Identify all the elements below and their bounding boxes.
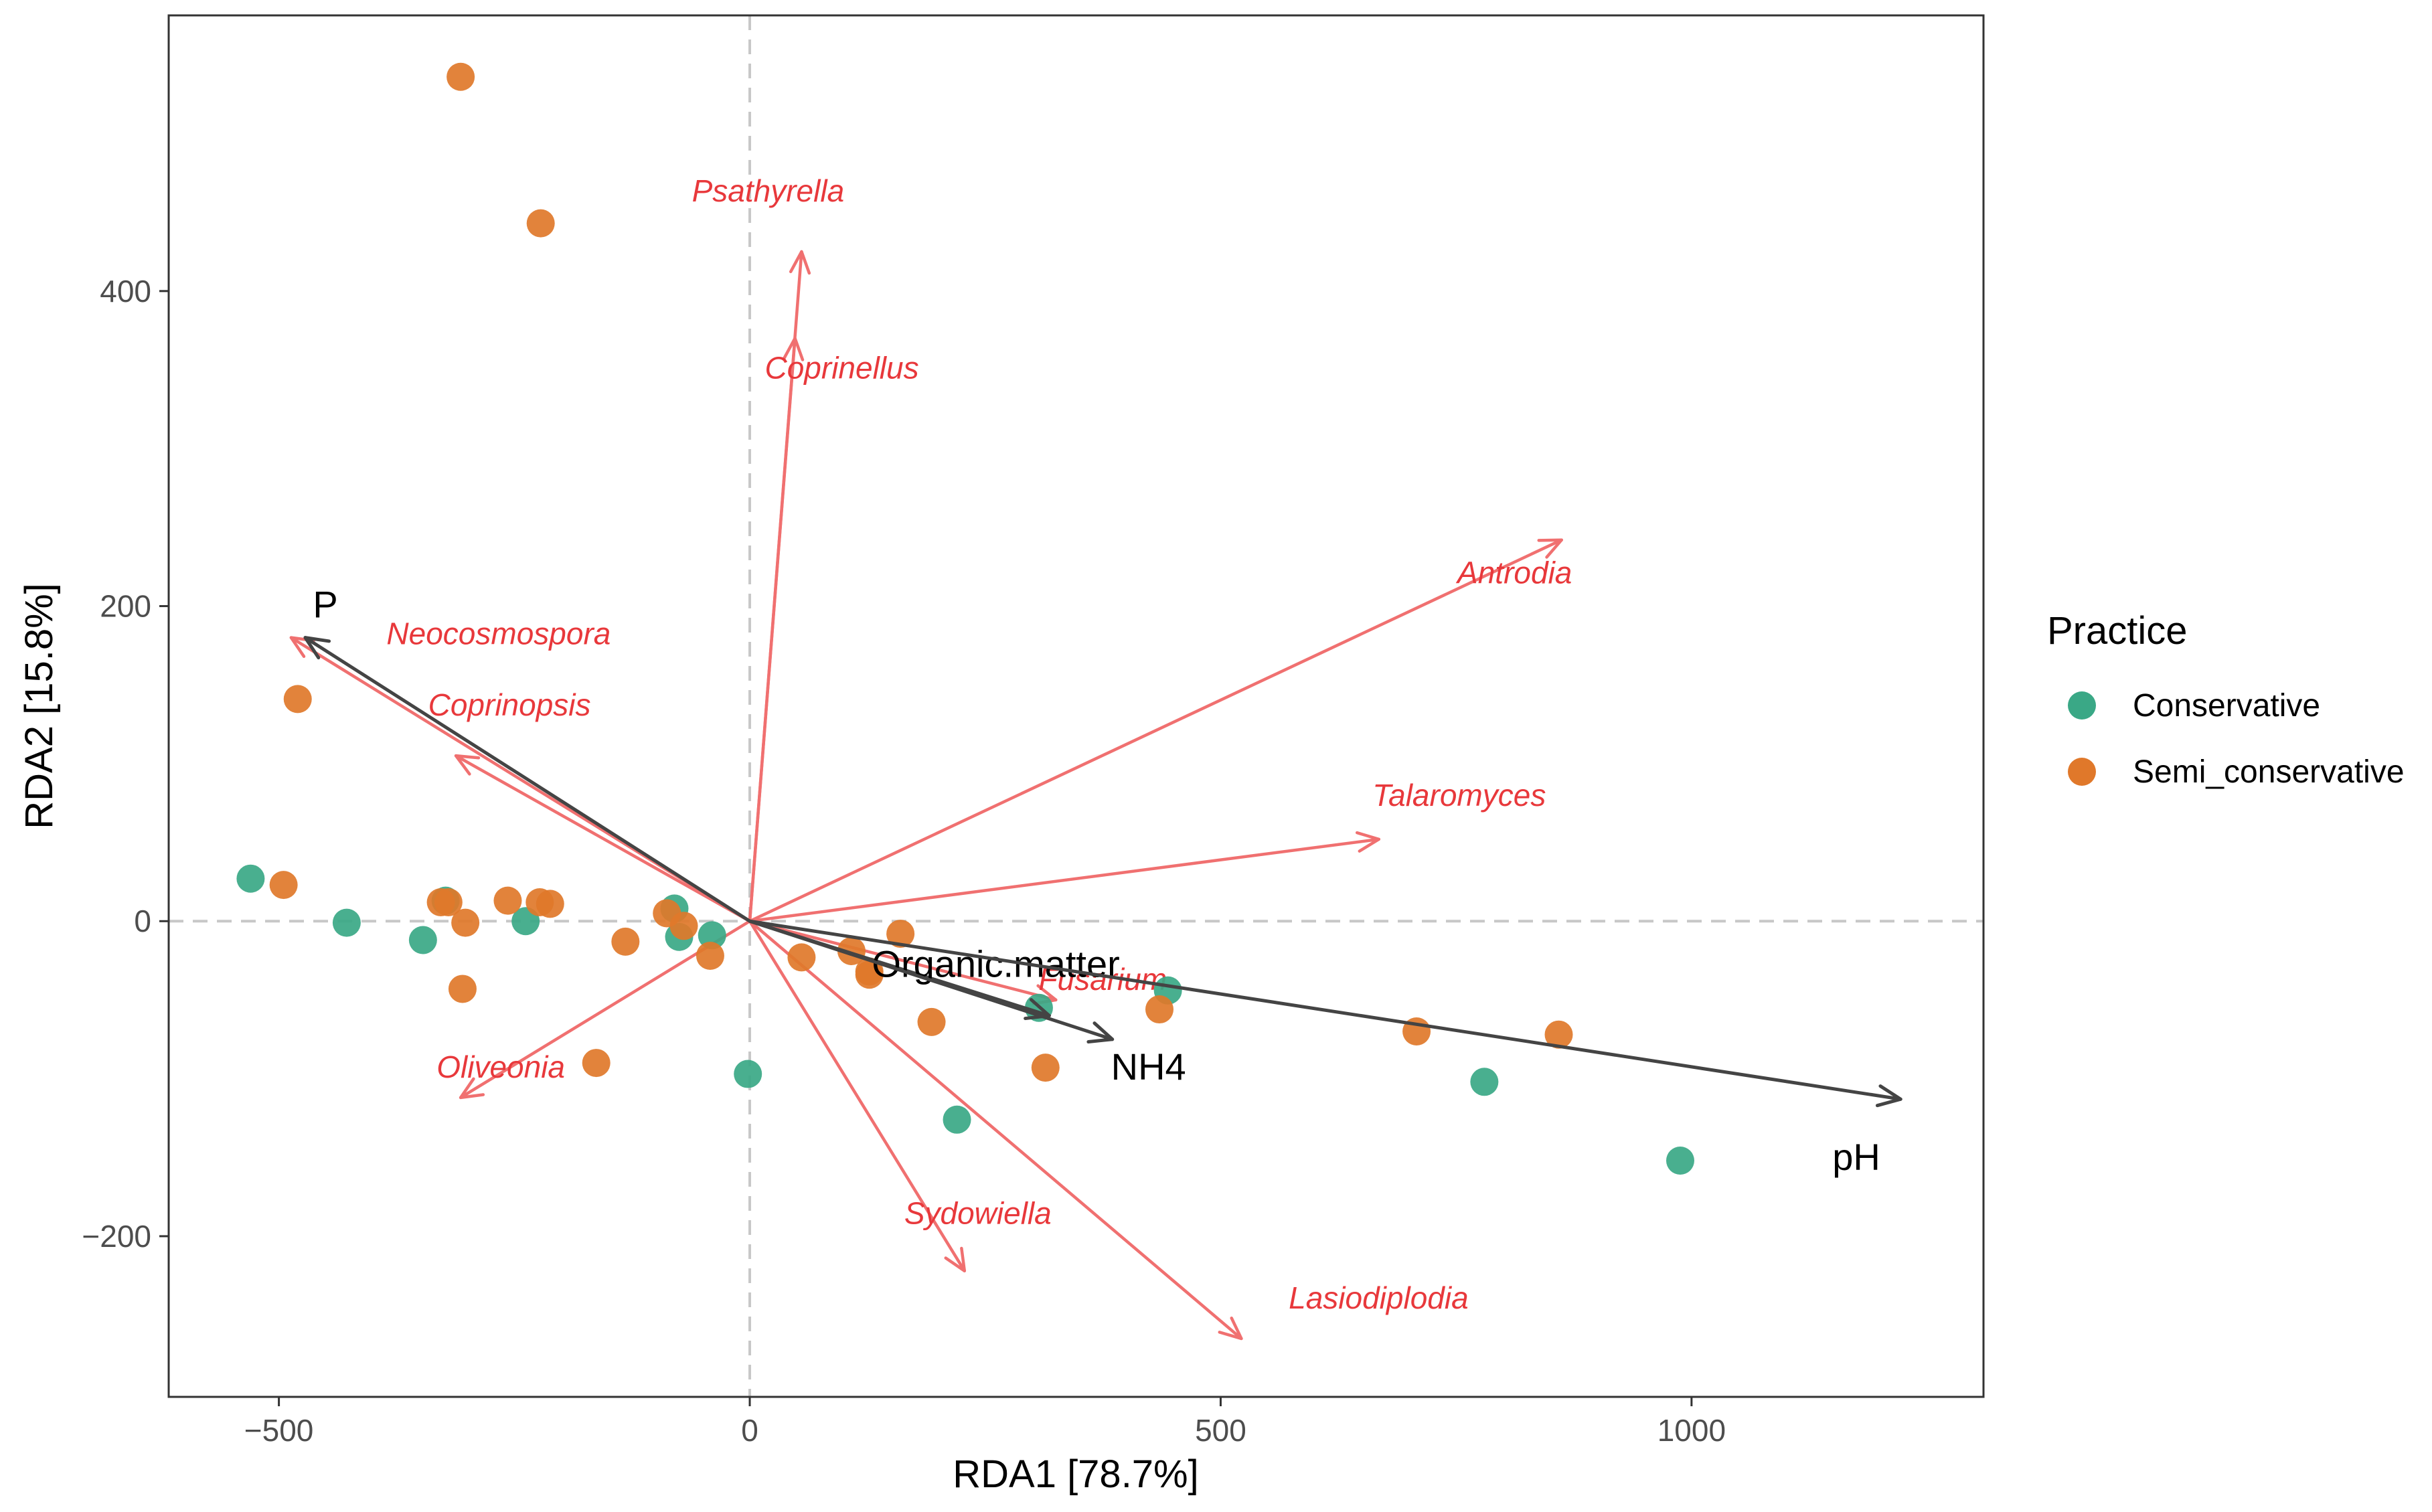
point-semi-conservative-7 bbox=[448, 975, 477, 1003]
point-conservative-12 bbox=[1470, 1068, 1499, 1096]
legend-label-semi-conservative: Semi_conservative bbox=[2133, 754, 2405, 790]
point-semi-conservative-1 bbox=[526, 209, 555, 238]
point-semi-conservative-11 bbox=[582, 1049, 611, 1078]
species-vector-psathyrella-head bbox=[789, 250, 811, 275]
species-vector-talaromyces-shaft bbox=[748, 837, 1381, 923]
environment-vector-ph-label: pH bbox=[1832, 1136, 1880, 1178]
environment-vector-organic-matter-head bbox=[1024, 998, 1051, 1021]
species-vector-antrodia-shaft bbox=[748, 538, 1563, 923]
species-vector-coprinopsis-shaft bbox=[454, 754, 752, 923]
x-tick-label-500: −500 bbox=[244, 1413, 314, 1448]
point-semi-conservative-12 bbox=[611, 927, 640, 956]
legend: Practice Conservative Semi_conservative bbox=[2047, 609, 2405, 790]
legend-key-semi-conservative bbox=[2068, 758, 2096, 786]
environment-vector-p-head bbox=[303, 636, 331, 660]
species-vector-sydowiella-shaft bbox=[748, 919, 967, 1272]
species-vector-antrodia bbox=[748, 538, 1563, 923]
species-vector-lasiodiplodia bbox=[748, 919, 1243, 1341]
environment-vector-ph-head bbox=[1875, 1084, 1902, 1108]
species-vector-coprinopsis bbox=[454, 754, 752, 923]
species-vector-talaromyces-label: Talaromyces bbox=[1372, 778, 1546, 813]
y-axis-title: RDA2 [15.8%] bbox=[17, 583, 61, 829]
species-vector-lasiodiplodia-shaft bbox=[748, 919, 1243, 1341]
x-tick-label-0: 0 bbox=[741, 1413, 758, 1448]
legend-title: Practice bbox=[2047, 609, 2188, 653]
environment-vector-nh4-label: NH4 bbox=[1111, 1045, 1186, 1088]
species-vector-coprinopsis-head bbox=[454, 754, 481, 776]
x-tick-label-1000: 1000 bbox=[1657, 1413, 1726, 1448]
species-vector-talaromyces-head bbox=[1355, 831, 1381, 853]
species-vector-talaromyces bbox=[748, 831, 1381, 923]
point-conservative-8 bbox=[734, 1060, 762, 1088]
environment-vector-nh4-head bbox=[1086, 1021, 1115, 1044]
species-vector-psathyrella-label: Psathyrella bbox=[692, 173, 845, 208]
species-vector-lasiodiplodia-head bbox=[1218, 1317, 1243, 1341]
species-vector-coprinellus-head bbox=[783, 337, 805, 361]
environment-vector-nh4-shaft bbox=[748, 919, 1115, 1041]
species-vector-coprinopsis-label: Coprinopsis bbox=[428, 687, 591, 722]
point-conservative-9 bbox=[943, 1105, 971, 1134]
species-vector-coprinellus-label: Coprinellus bbox=[764, 350, 918, 385]
species-vector-neocosmospora-label: Neocosmospora bbox=[386, 616, 611, 651]
species-vector-sydowiella bbox=[748, 919, 967, 1272]
species-vector-lasiodiplodia-label: Lasiodiplodia bbox=[1289, 1280, 1469, 1315]
species-vector-antrodia-label: Antrodia bbox=[1455, 556, 1572, 590]
environment-vector-nh4 bbox=[748, 919, 1115, 1044]
point-semi-conservative-6 bbox=[451, 908, 480, 937]
species-vector-oliveonia-head bbox=[459, 1077, 485, 1100]
environment-vectors: P Organic.matter NH4 pH bbox=[303, 584, 1902, 1178]
legend-label-conservative: Conservative bbox=[2133, 688, 2320, 724]
point-conservative-7 bbox=[698, 921, 726, 950]
point-conservative-0 bbox=[236, 864, 265, 893]
point-semi-conservative-2 bbox=[283, 685, 312, 713]
point-semi-conservative-14 bbox=[669, 912, 698, 940]
point-semi-conservative-21 bbox=[1031, 1054, 1060, 1082]
point-semi-conservative-5 bbox=[434, 888, 463, 917]
point-semi-conservative-16 bbox=[787, 943, 816, 972]
point-semi-conservative-20 bbox=[917, 1007, 946, 1036]
point-conservative-13 bbox=[1666, 1146, 1694, 1175]
x-tick-label-500: 500 bbox=[1195, 1413, 1246, 1448]
point-conservative-1 bbox=[332, 908, 361, 937]
y-tick-label-0: 0 bbox=[134, 904, 151, 938]
x-axis-title: RDA1 [78.7%] bbox=[953, 1452, 1199, 1496]
species-vector-antrodia-head bbox=[1537, 538, 1563, 559]
species-vector-fusarium-shaft bbox=[748, 919, 1058, 1002]
point-semi-conservative-19 bbox=[886, 920, 915, 948]
species-vector-sydowiella-label: Sydowiella bbox=[904, 1196, 1052, 1231]
point-conservative-2 bbox=[408, 926, 437, 954]
point-semi-conservative-0 bbox=[447, 62, 475, 91]
point-semi-conservative-25 bbox=[855, 960, 884, 989]
species-vector-sydowiella-head bbox=[944, 1246, 967, 1272]
environment-vector-p-label: P bbox=[313, 584, 337, 626]
point-semi-conservative-24 bbox=[1544, 1020, 1573, 1049]
y-tick-label-400: 400 bbox=[100, 274, 151, 309]
species-vector-coprinellus bbox=[748, 337, 805, 923]
species-vector-coprinellus-shaft bbox=[748, 337, 797, 923]
species-vectors: Psathyrella Coprinellus Antrodia Neocosmosp… bbox=[289, 173, 1572, 1341]
point-semi-conservative-3 bbox=[269, 871, 298, 900]
environment-vector-p-shaft bbox=[303, 636, 752, 923]
environment-vector-ph-shaft bbox=[748, 919, 1902, 1101]
panel-border bbox=[167, 14, 1985, 1398]
point-semi-conservative-15 bbox=[696, 942, 724, 971]
point-semi-conservative-22 bbox=[1145, 995, 1174, 1024]
sample-points bbox=[236, 62, 1694, 1175]
environment-vector-ph bbox=[748, 919, 1902, 1108]
axes: −500 0 500 1000 −200 0 200 400 bbox=[82, 274, 1726, 1448]
y-tick-label-200: 200 bbox=[100, 589, 151, 624]
y-tick-label-200: −200 bbox=[82, 1219, 151, 1254]
point-semi-conservative-8 bbox=[493, 886, 522, 915]
species-vector-oliveonia-label: Oliveonia bbox=[436, 1049, 565, 1084]
environment-vector-organic-matter-label: Organic.matter bbox=[872, 942, 1119, 985]
environment-vector-p bbox=[303, 636, 752, 923]
legend-key-conservative bbox=[2068, 691, 2096, 720]
point-semi-conservative-10 bbox=[536, 890, 564, 918]
